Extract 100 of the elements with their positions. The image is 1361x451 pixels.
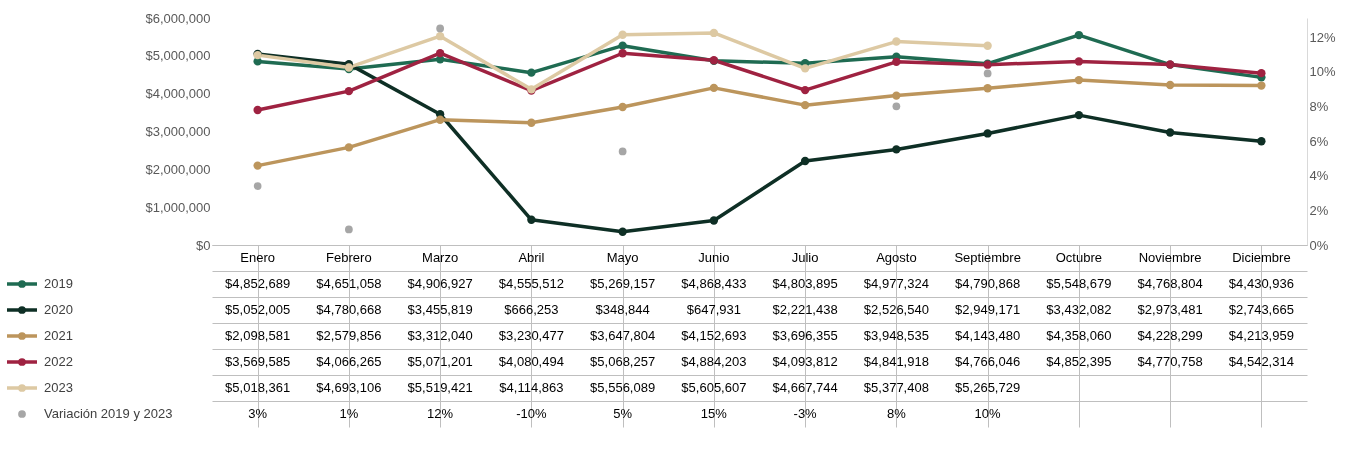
data-label: 10% [974, 406, 1002, 421]
point [800, 85, 810, 95]
data-label: $2,526,540 [863, 302, 929, 317]
point [1074, 57, 1084, 66]
y-tick-label: $5,000,000 [145, 48, 211, 64]
data-label: $5,556,089 [590, 380, 656, 395]
data-label: 3% [248, 406, 268, 421]
data-label: $4,884,203 [681, 354, 747, 369]
data-label: $2,579,856 [316, 328, 382, 343]
data-label: $2,743,665 [1228, 302, 1294, 317]
point [983, 69, 992, 78]
data-label: $3,948,535 [863, 328, 929, 343]
y-tick-label: $0 [196, 237, 211, 253]
text: -3% [793, 406, 817, 421]
data-label: $3,432,082 [1046, 302, 1112, 317]
point [618, 49, 627, 58]
data-label: $4,651,058 [316, 276, 382, 291]
x-tick-label: Mayo [606, 250, 639, 265]
point [618, 227, 627, 236]
point [892, 145, 901, 154]
data-label: $4,790,868 [955, 276, 1021, 291]
point [1074, 75, 1084, 85]
data-label: $647,931 [686, 302, 741, 317]
y-tick-label: $4,000,000 [145, 86, 211, 102]
y2-tick-label: 12% [1309, 29, 1336, 45]
data-label: $5,265,729 [955, 380, 1021, 395]
data-label: $4,667,744 [772, 380, 838, 395]
y2-tick-label: 8% [1309, 98, 1329, 114]
point [253, 161, 262, 170]
y-tick-label: $2,000,000 [145, 161, 211, 177]
data-label: $2,949,171 [955, 302, 1021, 317]
point [253, 182, 262, 190]
data-label: $2,973,481 [1137, 302, 1203, 317]
data-label: $4,143,480 [955, 328, 1021, 343]
data-label: $4,693,106 [316, 380, 382, 395]
point [618, 102, 627, 112]
data-label: $5,068,257 [590, 354, 656, 369]
point [1257, 137, 1266, 146]
point [436, 24, 444, 33]
point [800, 100, 810, 110]
data-label: $3,569,585 [225, 354, 291, 369]
legend-label: 2019 [44, 276, 73, 291]
data-label: $4,358,060 [1046, 328, 1112, 343]
data-label: $4,093,812 [772, 354, 838, 369]
data-label: $3,696,355 [772, 328, 838, 343]
data-label: $4,768,804 [1137, 276, 1203, 291]
x-tick-label: Abril [518, 250, 545, 265]
point [1074, 110, 1084, 120]
data-label: $4,542,314 [1228, 354, 1294, 369]
data-label: $4,852,395 [1046, 354, 1112, 369]
y2-tick-label: 0% [1309, 237, 1329, 253]
point [253, 105, 262, 115]
data-label: $5,605,607 [681, 380, 747, 395]
point [1257, 81, 1266, 90]
x-tick-label: Febrero [326, 250, 372, 265]
point [800, 64, 810, 73]
x-tick-label: Septiembre [954, 250, 1021, 265]
y2-tick-label: 10% [1309, 64, 1336, 80]
point [892, 37, 901, 46]
legend-label: 2023 [44, 380, 73, 395]
data-label: $3,647,804 [590, 328, 656, 343]
point [618, 30, 627, 39]
point [983, 41, 992, 50]
data-label: $4,780,668 [316, 302, 382, 317]
data-label: $5,548,679 [1046, 276, 1112, 291]
data-label: $2,098,581 [225, 328, 291, 343]
data-label: $5,269,157 [590, 276, 656, 291]
point [892, 102, 901, 111]
data-label: $4,770,758 [1137, 354, 1203, 369]
x-tick-label: Enero [240, 250, 275, 265]
point [892, 57, 901, 66]
data-label: $5,071,201 [407, 354, 473, 369]
data-label: $3,312,040 [407, 328, 473, 343]
data-label: $4,977,324 [863, 276, 929, 291]
point [800, 156, 810, 166]
point [983, 84, 992, 93]
y2-tick-label: 4% [1309, 168, 1329, 184]
data-label: $4,066,265 [316, 354, 382, 369]
point [709, 216, 719, 225]
data-label: $4,803,895 [772, 276, 838, 291]
data-label: $5,377,408 [863, 380, 929, 395]
point [435, 115, 445, 124]
point [1165, 80, 1175, 90]
data-label: 12% [427, 406, 454, 421]
data-label: $4,213,959 [1228, 328, 1294, 343]
x-tick-label: Junio [698, 250, 730, 265]
point [527, 215, 536, 224]
data-label: $4,152,693 [681, 328, 747, 343]
point [618, 41, 627, 50]
data-label: $4,114,863 [499, 380, 564, 395]
point [344, 143, 354, 152]
point [709, 28, 719, 38]
text: -10% [516, 406, 547, 421]
legend-label: Variación 2019 y 2023 [44, 406, 173, 421]
data-label: $5,018,361 [225, 380, 291, 395]
y-tick-label: $3,000,000 [145, 124, 211, 139]
data-label: $4,766,046 [955, 354, 1021, 369]
point [1257, 68, 1266, 78]
data-label: 1% [339, 406, 359, 421]
data-label: $348,844 [595, 302, 650, 317]
